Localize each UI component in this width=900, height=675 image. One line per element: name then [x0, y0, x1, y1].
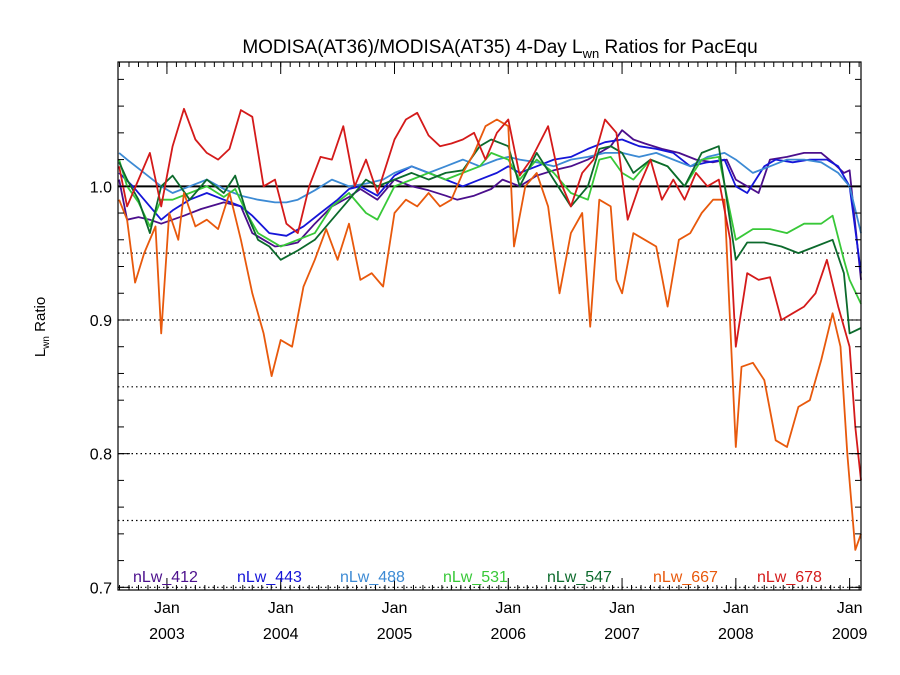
x-tick-label-month: Jan: [495, 600, 521, 617]
series-line-nlw-443: [118, 138, 862, 274]
series-line-nlw-667: [118, 118, 862, 551]
y-tick-labels: 0.7 0.8 0.9 1.0: [90, 179, 112, 597]
series-lines: [118, 107, 862, 551]
x-tick-label-month: Jan: [837, 600, 863, 617]
x-tick-label-month: Jan: [382, 600, 408, 617]
series-line-nlw-547: [118, 138, 862, 335]
chart-title: MODISA(AT36)/MODISA(AT35) 4-Day Lwn Rati…: [242, 37, 757, 61]
y-tick-label-0-7: 0.7: [90, 580, 112, 597]
x-tick-label-year-2008: 2008: [718, 626, 754, 643]
legend-item-nlw-443: nLw_443: [237, 569, 302, 586]
series-line-nlw-678: [118, 107, 862, 481]
dotted-reference-lines: [118, 252, 861, 588]
legend-item-nlw-667: nLw_667: [653, 569, 718, 586]
y-axis-label: Lwn Ratio: [32, 297, 52, 357]
plot-frame: [117, 61, 862, 591]
x-tick-labels: Jan 2003 Jan 2004 Jan 2005 Jan 2006 Jan 2007 Jan 20…: [149, 600, 867, 643]
series-line-nlw-412: [118, 129, 862, 280]
x-tick-label-year-2009: 2009: [832, 626, 868, 643]
x-tick-label-year-2004: 2004: [263, 626, 299, 643]
x-tick-label-year-2005: 2005: [377, 626, 413, 643]
y-tick-label-0-9: 0.9: [90, 313, 112, 330]
legend-item-nlw-488: nLw_488: [340, 569, 405, 586]
legend-item-nlw-678: nLw_678: [757, 569, 822, 586]
y-tick-label-0-8: 0.8: [90, 447, 112, 464]
x-tick-label-month: Jan: [268, 600, 294, 617]
axis-ticks: [118, 62, 861, 590]
legend-item-nlw-531: nLw_531: [443, 569, 508, 586]
x-tick-label-month: Jan: [609, 600, 635, 617]
x-tick-label-year-2003: 2003: [149, 626, 185, 643]
x-tick-label-month: Jan: [723, 600, 749, 617]
legend-item-nlw-412: nLw_412: [133, 569, 198, 586]
x-tick-label-year-2007: 2007: [604, 626, 640, 643]
legend: nLw_412 nLw_443 nLw_488 nLw_531 nLw_547 nLw_6…: [133, 569, 822, 586]
legend-item-nlw-547: nLw_547: [547, 569, 612, 586]
x-tick-label-year-2006: 2006: [490, 626, 526, 643]
y-tick-label-1-0: 1.0: [90, 179, 112, 196]
x-tick-label-month: Jan: [154, 600, 180, 617]
